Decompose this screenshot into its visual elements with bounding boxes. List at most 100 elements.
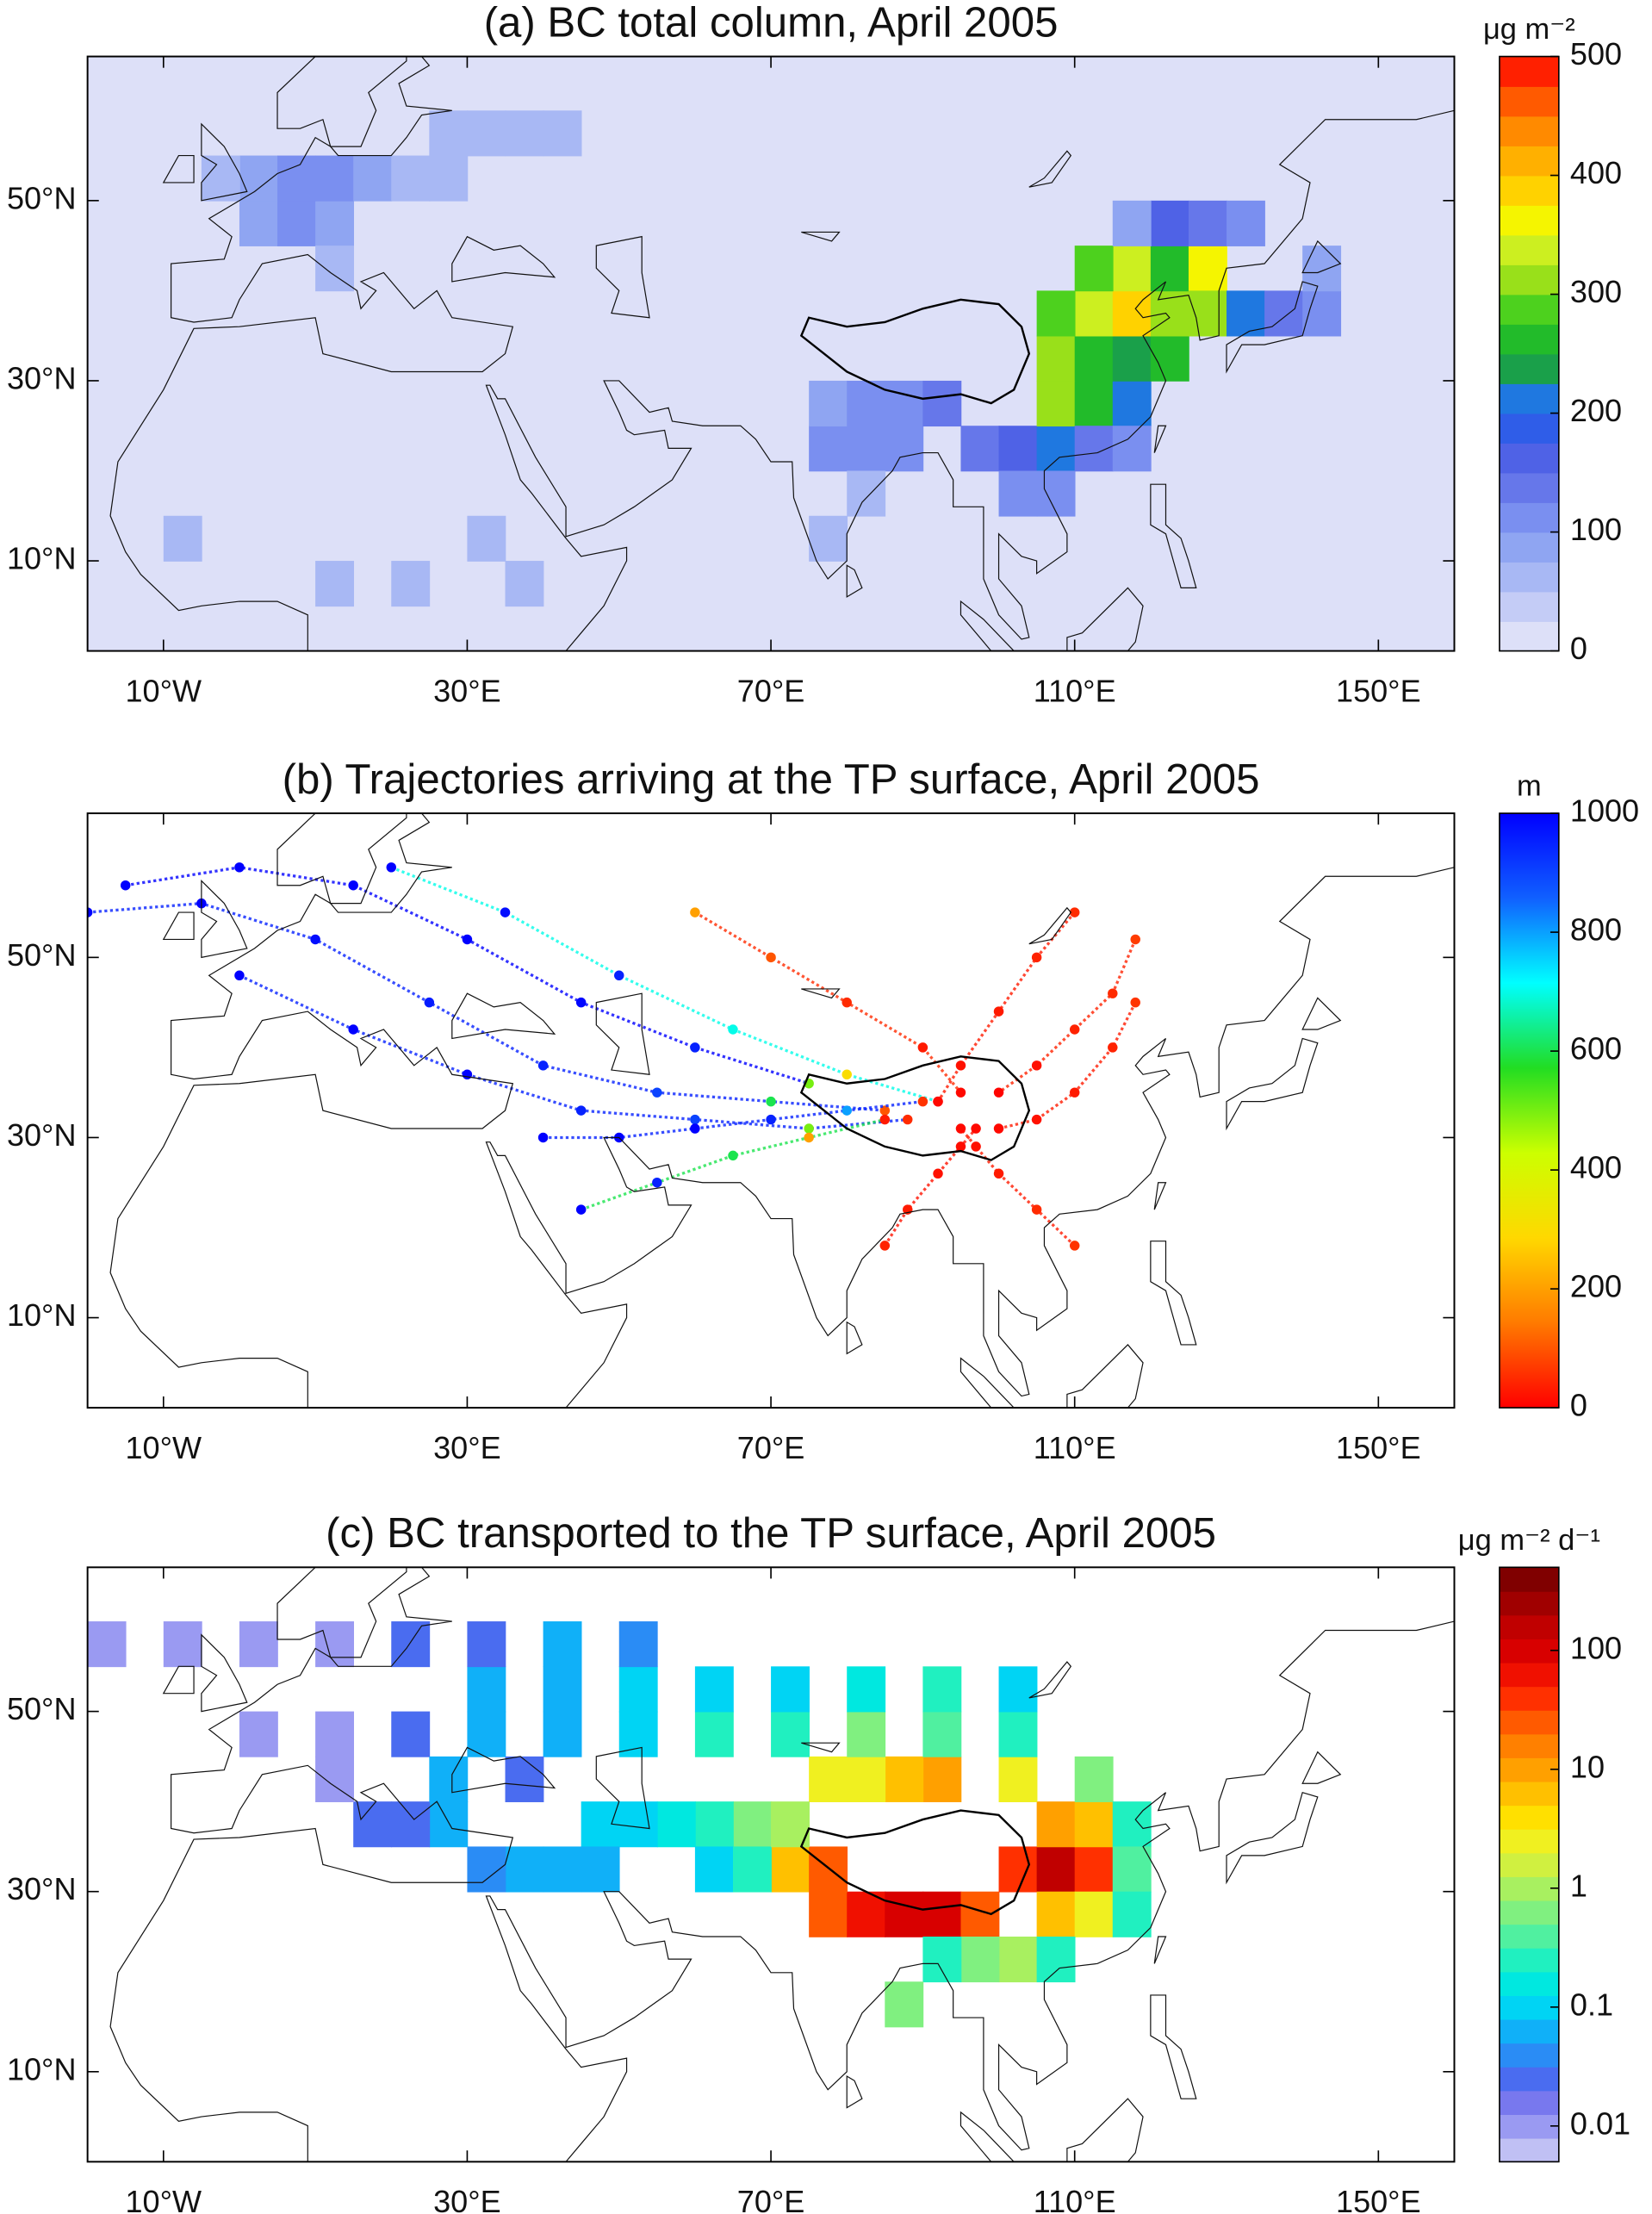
grid-cell [1227, 200, 1265, 246]
grid-cell [1036, 290, 1076, 337]
grid-cell [809, 426, 848, 472]
colorbar-band [1499, 443, 1559, 474]
x-tick-label: 10°W [126, 1430, 202, 1465]
x-tick-label: 70°E [737, 673, 805, 708]
trajectory-path [87, 901, 885, 1112]
y-tick-label: 50°N [7, 1691, 77, 1726]
colorbar-tick-label: 400 [1570, 1150, 1622, 1185]
grid-cell [239, 1711, 278, 1757]
colorbar-band [1499, 1876, 1559, 1901]
x-tick-label: 30°E [433, 673, 501, 708]
trajectory-point [690, 1123, 700, 1134]
colorbar-band [1499, 532, 1559, 563]
grid-cell [391, 561, 431, 607]
colorbar-band [1499, 1852, 1559, 1877]
colorbar-band [1499, 2066, 1559, 2092]
grid-cell [467, 1621, 506, 1668]
grid-cell [1036, 426, 1076, 472]
grid-cell [694, 1801, 734, 1848]
trajectory-point [879, 1114, 891, 1125]
grid-cell [847, 1891, 886, 1937]
trajectory-point [728, 1024, 738, 1035]
grid-cell [315, 200, 355, 246]
grid-cell [543, 1846, 582, 1893]
trajectory-point [804, 1132, 814, 1143]
colorbar-band [1499, 472, 1559, 503]
grid-cell [391, 1801, 431, 1848]
grid-cell [847, 1666, 886, 1713]
colorbar-tick-label: 1 [1570, 1868, 1587, 1903]
colorbar-band [1499, 621, 1559, 652]
grid-cell [922, 1891, 962, 1937]
grid-cell [960, 426, 1000, 472]
grid-cell [429, 155, 469, 202]
colorbar-band [1499, 1662, 1559, 1688]
grid-cell [998, 1711, 1038, 1757]
grid-cell [922, 1666, 962, 1713]
trajectory-path [883, 1127, 978, 1247]
colorbar-band [1499, 1924, 1559, 1949]
trajectory-point [462, 1069, 473, 1080]
colorbar-band [1499, 115, 1559, 146]
colorbar-band [1499, 1971, 1559, 1996]
grid-cell [1074, 1756, 1114, 1802]
panel-title: (b) Trajectories arriving at the TP surf… [283, 756, 1260, 803]
colorbar-tick-label: 500 [1570, 36, 1622, 72]
grid-cell [1188, 200, 1227, 246]
colorbar-band [1499, 502, 1559, 533]
colorbar-band [1499, 413, 1559, 444]
trajectory-point [971, 1141, 981, 1152]
grid-cell [1036, 1891, 1076, 1937]
colorbar-band [1499, 294, 1559, 325]
grid-cell [771, 1711, 810, 1757]
colorbar-band [1499, 1567, 1559, 1592]
trajectory-point [1130, 934, 1140, 945]
grid-cell [239, 1621, 278, 1668]
colorbar-band [1499, 591, 1559, 622]
colorbar-band [1499, 2043, 1559, 2068]
grid-cell [1150, 335, 1189, 382]
colorbar-band [1499, 175, 1559, 206]
grid-cell [809, 1756, 848, 1802]
trajectory-point [537, 1132, 549, 1143]
x-tick-label: 150°E [1336, 1430, 1421, 1465]
grid-cell [1302, 246, 1342, 292]
grid-cell [1036, 380, 1076, 427]
trajectory-point [1069, 1241, 1080, 1251]
colorbar-tick-label: 0 [1570, 631, 1587, 666]
grid-cell [391, 155, 431, 202]
grid-cell [922, 1756, 962, 1802]
y-tick-label: 30°N [7, 1871, 77, 1906]
grid-cell [505, 1756, 544, 1802]
grid-cell [315, 1711, 355, 1757]
x-tick-label: 30°E [433, 1430, 501, 1465]
grid-cell [847, 1711, 886, 1757]
x-tick-label: 150°E [1336, 673, 1421, 708]
grid-cell [732, 1846, 772, 1893]
colorbar-tick-label: 300 [1570, 274, 1622, 309]
grid-cell [543, 1711, 582, 1757]
y-tick-label: 10°N [7, 1297, 77, 1333]
trajectory-point [500, 907, 511, 917]
y-tick-label: 30°N [7, 1117, 77, 1153]
trajectory-point [1069, 1087, 1080, 1098]
panel: (a) BC total column, April 2005 10°W 30°E 7… [7, 0, 1622, 708]
grid-cell [505, 1846, 544, 1893]
trajectory-point [879, 1241, 891, 1251]
colorbar-tick-label: 600 [1570, 1031, 1622, 1067]
grid-cell [809, 380, 848, 427]
trajectory-point [652, 1087, 662, 1098]
grid-cell [1112, 1846, 1152, 1893]
grid-cell [543, 1621, 582, 1668]
trajectory-point [424, 997, 435, 1008]
colorbar-tick-label: 0.1 [1570, 1987, 1613, 2022]
trajectory-point [933, 1096, 943, 1107]
grid-cell [87, 1621, 127, 1668]
grid-cell [998, 1846, 1038, 1893]
y-tick-label: 10°N [7, 541, 77, 576]
trajectory-point [690, 1042, 700, 1053]
grid-cell [618, 1666, 658, 1713]
colorbar-band [1499, 2018, 1559, 2044]
grid-cell [885, 1891, 924, 1937]
grid-cell [847, 380, 886, 427]
